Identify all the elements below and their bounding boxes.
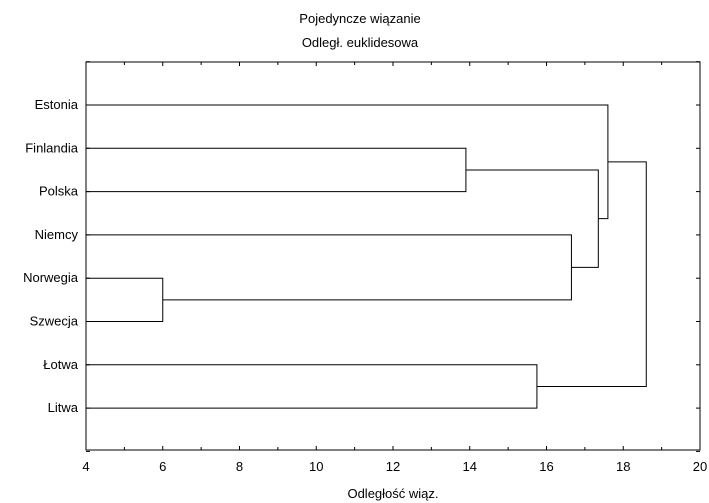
x-tick-label: 18 <box>616 459 630 474</box>
merge-link <box>86 277 164 322</box>
dendrogram-links <box>86 104 647 409</box>
leaf-labels: Estonia Finlandia Polska Niemcy Norwegia Szwe… <box>23 61 700 452</box>
x-tick-label: 16 <box>539 459 553 474</box>
leaf-label: Łotwa <box>43 357 78 372</box>
x-tick-label: 12 <box>386 459 400 474</box>
leaf-label: Polska <box>39 184 79 199</box>
leaf-label: Szwecja <box>30 314 79 329</box>
x-tick-label: 8 <box>236 459 243 474</box>
leaf-label: Niemcy <box>35 227 79 242</box>
x-tick-label: 10 <box>309 459 323 474</box>
chart-subtitle: Odległ. euklidesowa <box>302 35 419 50</box>
leaf-label: Norwegia <box>23 270 79 285</box>
x-tick-label: 20 <box>693 459 707 474</box>
x-tick-label: 4 <box>82 459 89 474</box>
merge-link <box>86 364 538 409</box>
merge-link <box>86 147 467 193</box>
merge-link <box>86 234 572 301</box>
merge-link <box>536 161 647 387</box>
x-axis-label: Odległość wiąz. <box>347 486 438 501</box>
merge-link <box>465 169 599 268</box>
chart-title: Pojedyncze wiązanie <box>299 11 420 26</box>
leaf-label: Estonia <box>35 97 79 112</box>
leaf-label: Litwa <box>48 400 79 415</box>
x-tick-label: 14 <box>463 459 477 474</box>
x-tick-label: 6 <box>159 459 166 474</box>
merge-link <box>86 104 609 220</box>
leaf-label: Finlandia <box>25 140 79 155</box>
x-axis: 4 6 8 10 12 14 16 18 20 <box>82 62 707 474</box>
